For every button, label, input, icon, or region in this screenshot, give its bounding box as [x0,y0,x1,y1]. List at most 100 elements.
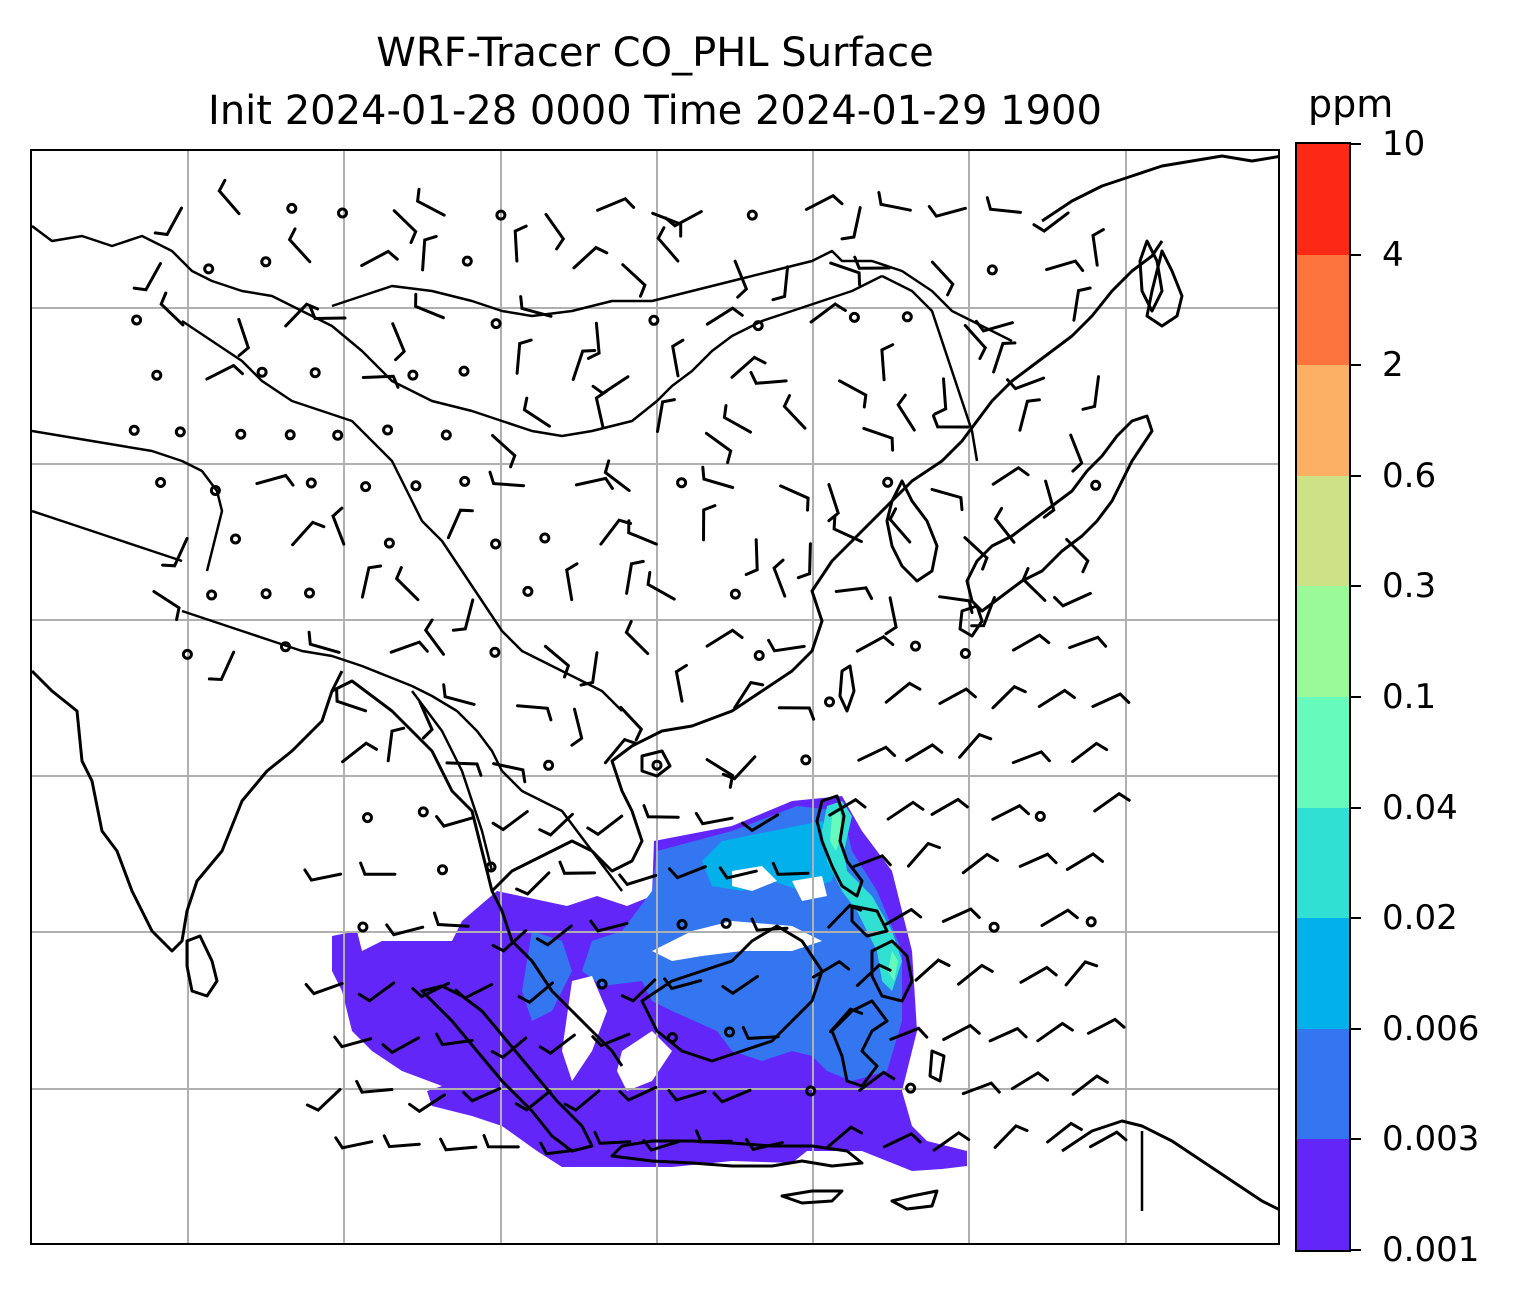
wind-barb [812,959,851,979]
wind-barb [591,1032,631,1048]
wind-barb [381,1036,420,1055]
colorbar-tick-label: 4 [1382,234,1404,275]
wind-barb [305,1088,342,1112]
calm-wind-circle [959,648,971,659]
borneo-coastline [640,924,824,1063]
wind-barb [152,590,181,622]
calm-wind-circle [988,921,1000,933]
mongolia-north-border [331,249,1013,343]
calm-wind-circle [410,480,422,492]
wind-barb [284,302,320,328]
calm-wind-circle [753,650,765,661]
calm-wind-circle [128,424,140,436]
wind-barb [516,704,553,722]
calm-wind-circle [495,209,507,221]
wind-barb [884,596,898,636]
wind-barb [334,1136,374,1150]
calm-wind-circle [729,588,741,600]
wind-barb [341,741,378,764]
calm-wind-circle [648,314,660,326]
wind-barb [642,1139,682,1152]
wind-barb [421,234,438,272]
wind-barb [853,255,891,270]
wind-barb [930,487,964,512]
tracer-gap-3 [617,1031,672,1091]
colorbar-tick [1351,253,1361,256]
wind-barb [667,865,707,880]
wind-barb [1010,1071,1050,1091]
tracer-region-highest-2 [888,951,898,981]
calm-wind-circle [151,369,163,381]
calm-wind-circle [539,532,551,544]
wind-barb [705,758,735,789]
hokkaido-coastline [1145,249,1184,328]
calm-wind-circle [489,646,501,658]
calm-wind-circle [280,641,291,653]
wind-barb [749,371,788,385]
calm-wind-circle [543,759,555,771]
wind-barb [733,680,765,710]
calm-wind-circle [1085,916,1097,928]
wind-barb [543,644,571,679]
wind-barb [1046,1121,1083,1144]
wind-barb [1089,1130,1128,1149]
wind-barb [304,982,344,996]
wind-barb [888,507,912,544]
himalaya-border [181,609,504,772]
coastlines [32,154,1278,1211]
colorbar-tick [1351,1138,1361,1141]
wind-barb [620,978,657,1003]
wind-barb [571,349,597,381]
calm-wind-circle [901,311,913,323]
colorbar-segment [1297,1138,1349,1250]
wind-barb [857,745,897,762]
calm-wind-circle [407,369,419,381]
wind-barb [733,259,749,299]
wind-barb [963,324,988,360]
wind-barb [603,737,638,765]
wind-barb [309,305,347,321]
colorbar-segment [1297,695,1349,808]
calm-wind-circle [720,917,732,929]
wind-barb [771,861,810,876]
calm-wind-circle [209,485,221,496]
wind-barb [993,1124,1029,1149]
wind-barb [862,426,895,452]
wind-barb [883,907,923,927]
wind-barb [855,963,892,987]
wind-barb [439,1137,478,1152]
wind-barb [663,977,703,991]
wind-barb [838,379,868,409]
wind-barb [603,459,631,493]
wind-barb [535,924,573,947]
wind-barb [1036,1021,1074,1043]
wind-barb [695,1129,733,1144]
wind-barb [482,1134,520,1149]
wind-barb [159,291,185,327]
wind-barb [382,1134,421,1149]
wind-barb [772,558,787,598]
wind-barb [1081,375,1100,411]
wind-barb [574,476,614,490]
colorbar-segment [1297,585,1349,697]
wind-barb [1064,960,1099,987]
wind-barb [834,586,874,600]
wind-barb [442,683,476,706]
wind-barb [586,321,601,360]
colorbar-tick [1351,364,1361,367]
calm-wind-circle [437,864,448,876]
wind-barb [705,306,744,326]
wind-barb [1091,228,1105,267]
colorbar-tick [1351,474,1361,477]
calm-wind-circle [596,978,608,990]
calm-wind-circle [1090,479,1102,491]
wind-barb [782,394,807,430]
wind-barb [454,983,494,1000]
calm-wind-circle [337,207,348,219]
gridlines [32,151,1278,1243]
wind-barb [674,663,688,703]
calm-wind-circle [174,426,186,438]
wind-barb [721,974,760,996]
calm-wind-circle [490,318,502,330]
calm-wind-circle [910,640,921,652]
